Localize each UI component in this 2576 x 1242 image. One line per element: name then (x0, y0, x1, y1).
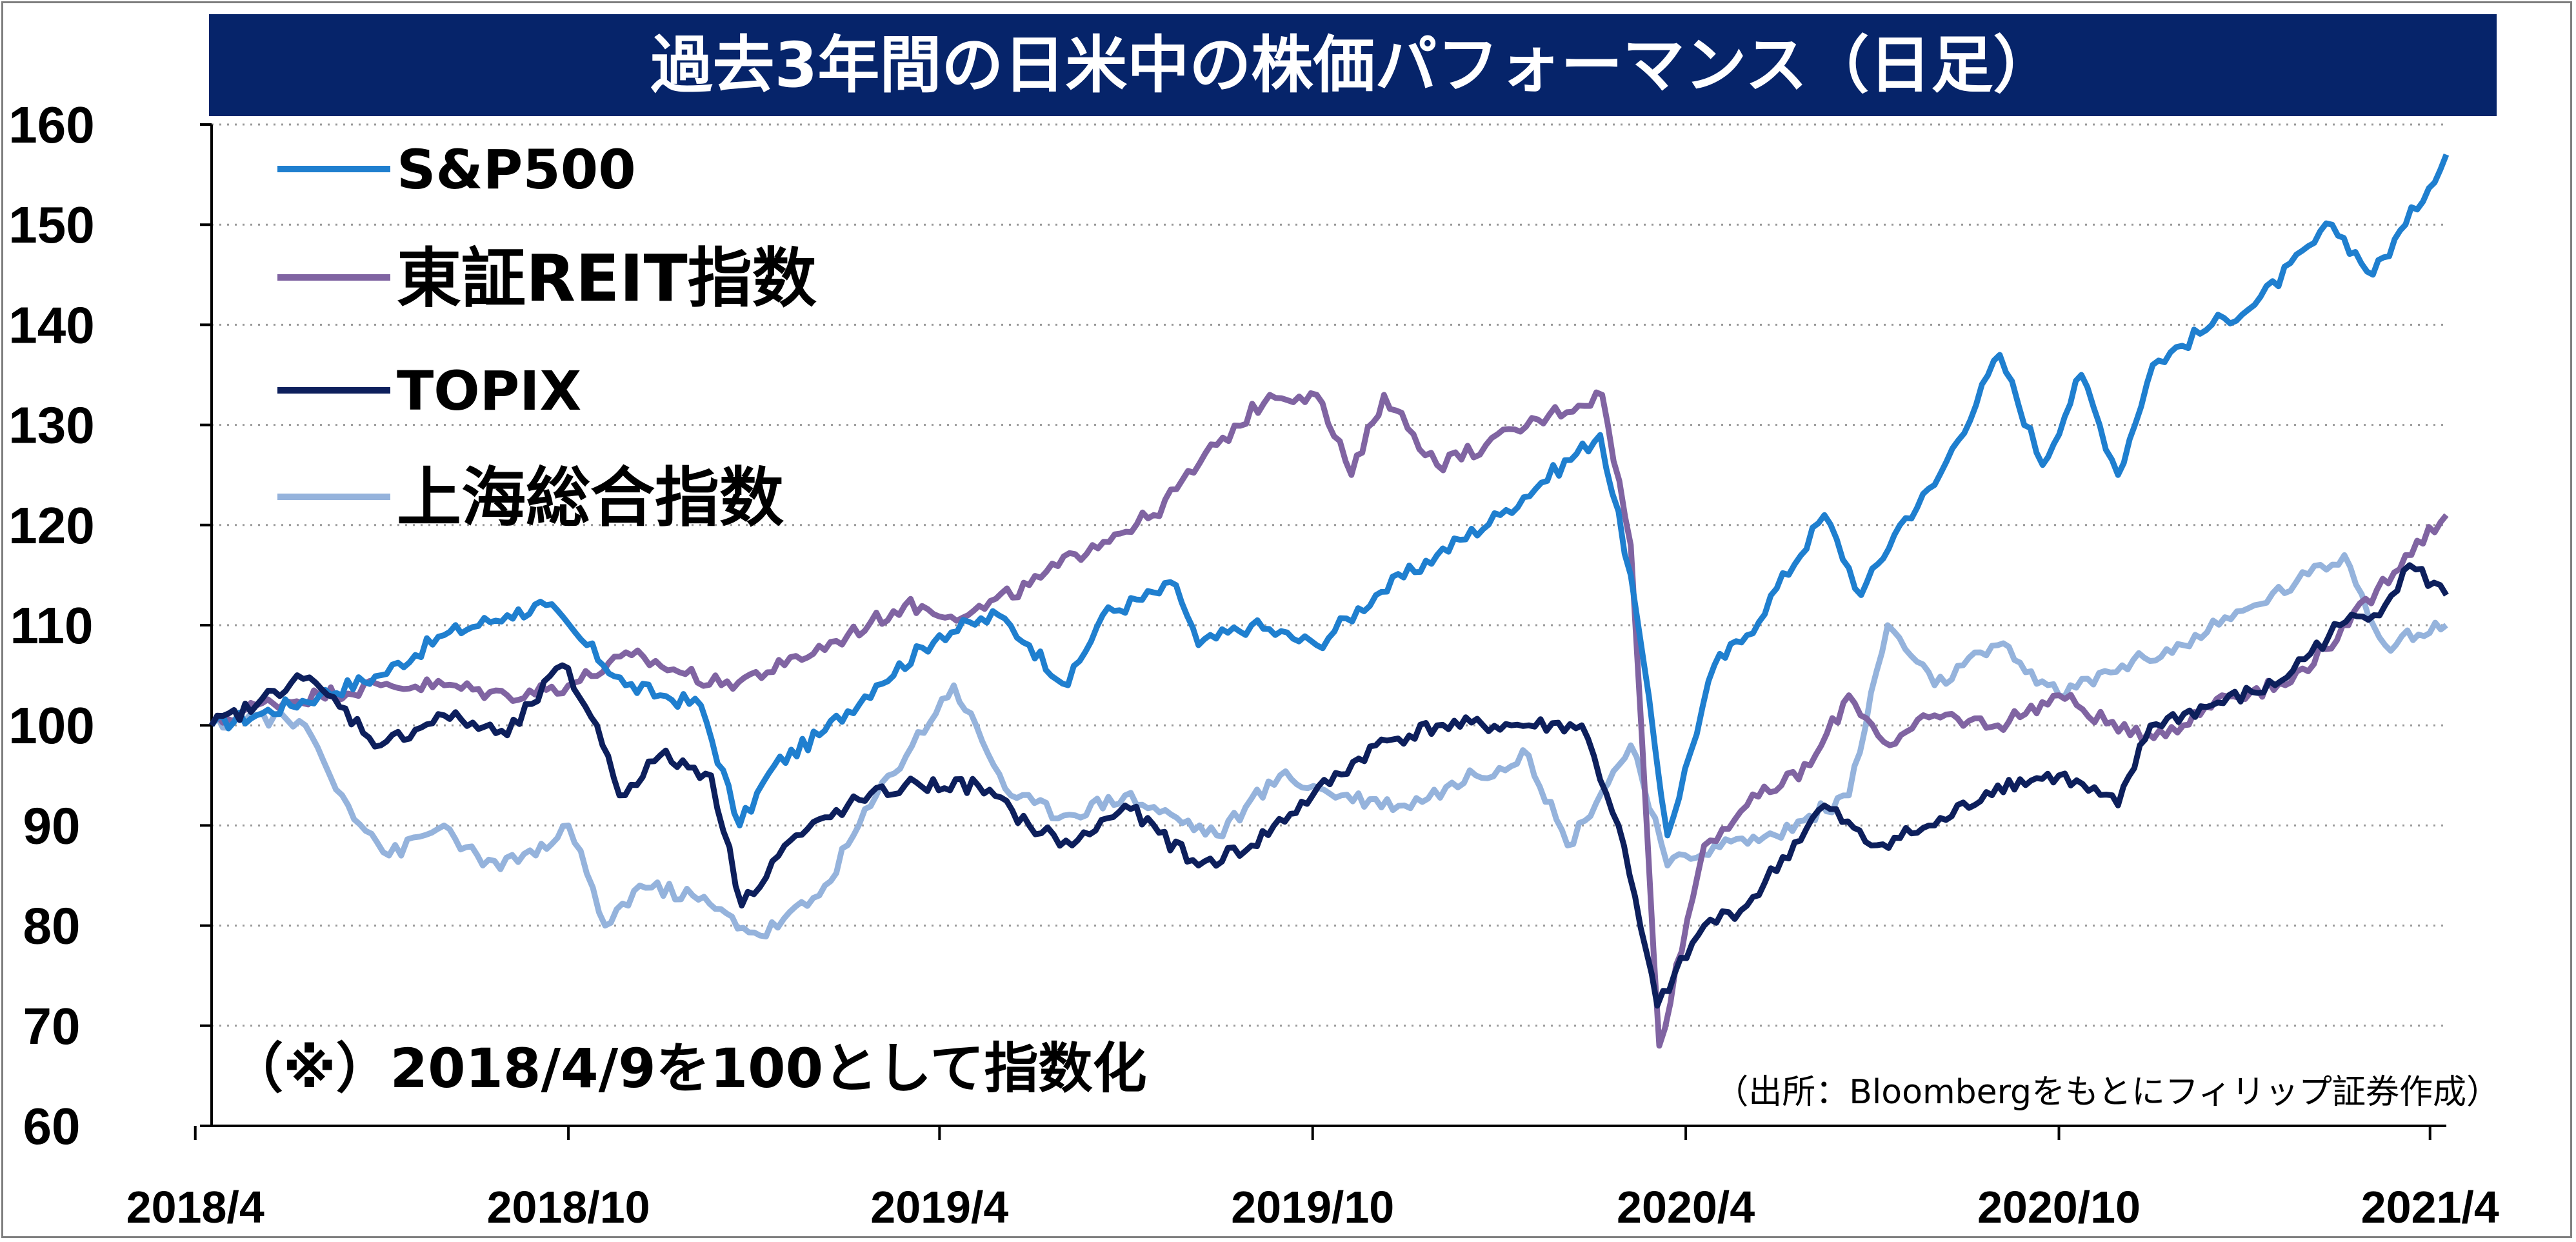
x-tick-label: 2020/4 (1617, 1182, 1755, 1232)
series-line-3 (209, 552, 2448, 939)
y-axis-tick-labels: 60 70 80 90 100 110 120 130 140 150 160 (8, 96, 94, 1155)
y-tick-label: 150 (8, 196, 94, 254)
x-tick-label: 2018/10 (487, 1182, 650, 1232)
y-tick-label: 90 (23, 797, 81, 854)
y-tick-label: 120 (8, 497, 94, 554)
y-tick-label: 110 (10, 597, 93, 654)
legend-label-3: 上海総合指数 (397, 460, 784, 536)
x-tick-label: 2019/4 (870, 1182, 1008, 1232)
series-line-1 (209, 389, 2449, 1049)
x-tick-label: 2018/4 (126, 1182, 265, 1232)
y-tick-label: 130 (8, 397, 94, 454)
y-tick-label: 70 (23, 997, 81, 1055)
y-tick-label: 140 (8, 296, 94, 354)
legend-label-0: S&P500 (397, 138, 636, 201)
source-note: （出所：Bloombergをもとにフィリップ証券作成） (1715, 1073, 2500, 1112)
legend-label-1: 東証REIT指数 (397, 241, 817, 316)
x-tick-label: 2021/4 (2361, 1182, 2499, 1232)
series-line-0 (209, 153, 2450, 839)
legend-label-2: TOPIX (397, 359, 581, 423)
x-tick-label: 2019/10 (1231, 1182, 1394, 1232)
y-tick-label: 100 (8, 697, 94, 754)
gridlines (212, 123, 2446, 1027)
x-tick-label: 2020/10 (1977, 1182, 2141, 1232)
axes (194, 123, 2446, 1140)
x-axis-tick-labels: 2018/4 2018/10 2019/4 2019/10 2020/4 2020/10 2… (126, 1182, 2499, 1232)
index-note: （※）2018/4/9を100として指数化 (229, 1037, 1147, 1100)
y-tick-label: 160 (8, 96, 94, 154)
y-tick-label: 80 (23, 897, 81, 955)
series-line-2 (209, 562, 2449, 1009)
series-lines (209, 153, 2450, 1049)
legend: S&P500 東証REIT指数 TOPIX 上海総合指数 (277, 138, 817, 536)
y-tick-label: 60 (23, 1097, 81, 1155)
chart-title: 過去3年間の日米中の株価パフォーマンス（日足） (209, 14, 2497, 116)
